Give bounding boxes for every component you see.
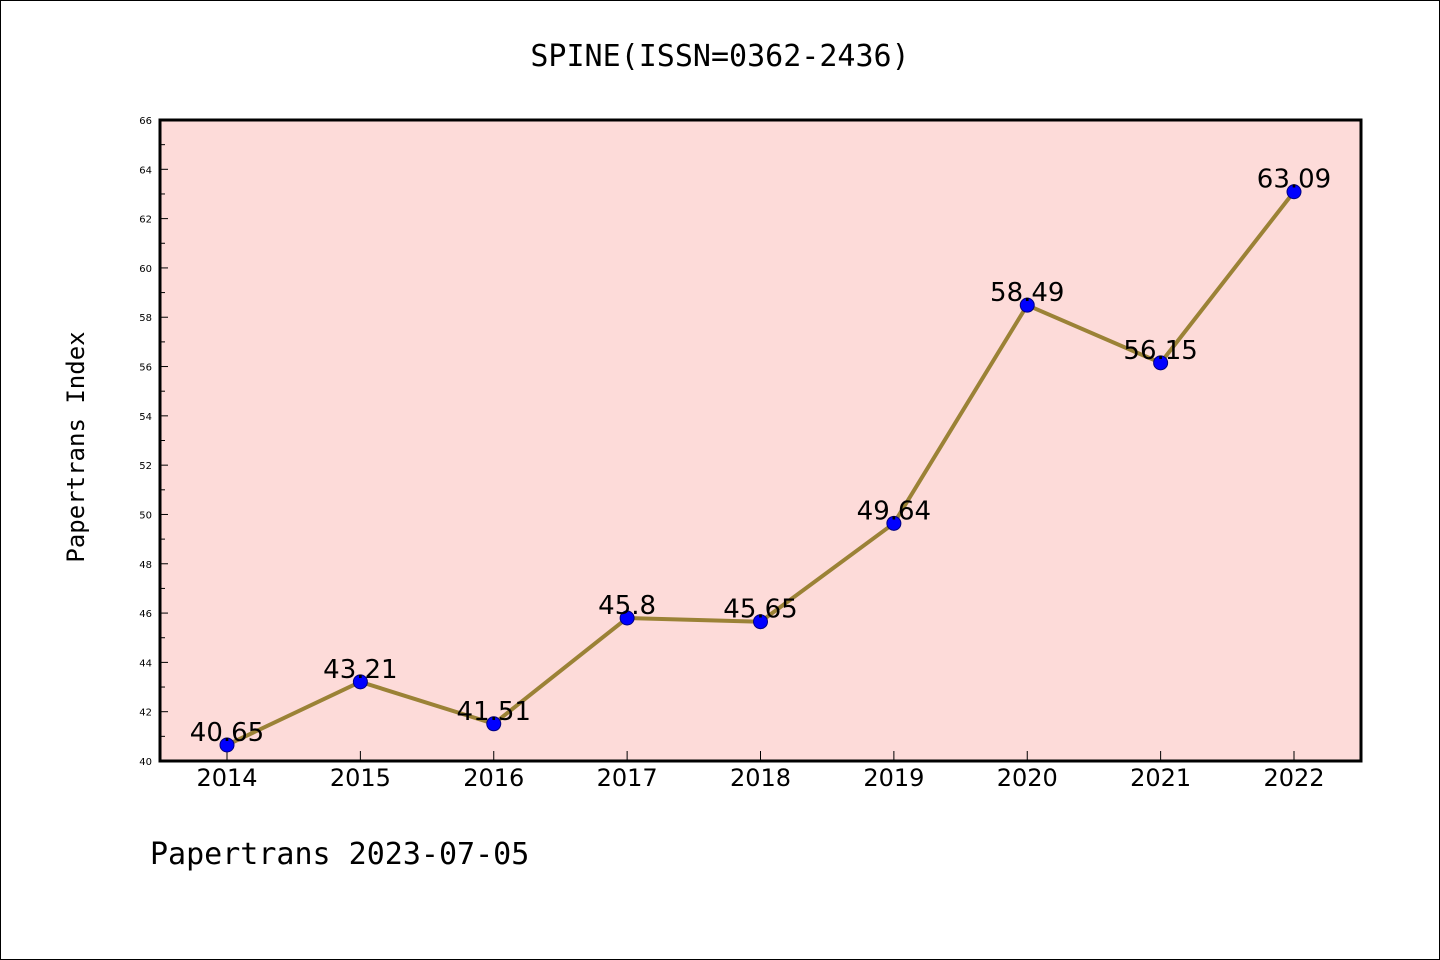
y-tick-label: 52 bbox=[139, 461, 152, 472]
data-label: 43.21 bbox=[323, 655, 397, 685]
y-tick-label: 62 bbox=[139, 215, 152, 226]
x-tick-label: 2019 bbox=[863, 764, 924, 792]
data-label: 41.51 bbox=[457, 697, 531, 727]
y-tick-label: 46 bbox=[139, 609, 152, 620]
data-point bbox=[1153, 355, 1169, 371]
data-label: 58.49 bbox=[990, 278, 1064, 308]
data-point bbox=[486, 716, 502, 732]
x-tick-label: 2014 bbox=[196, 764, 257, 792]
data-point bbox=[886, 515, 902, 531]
data-label: 45.65 bbox=[723, 595, 797, 625]
data-label: 63.09 bbox=[1257, 165, 1331, 195]
data-label: 49.64 bbox=[857, 496, 931, 526]
y-tick-label: 58 bbox=[139, 313, 152, 324]
data-point bbox=[619, 610, 635, 626]
plot-area bbox=[160, 120, 1361, 761]
y-tick-label: 44 bbox=[139, 658, 152, 669]
x-tick-label: 2016 bbox=[463, 764, 524, 792]
x-tick-label: 2020 bbox=[997, 764, 1058, 792]
y-tick-label: 66 bbox=[139, 116, 152, 127]
x-tick-label: 2015 bbox=[330, 764, 391, 792]
data-label: 56.15 bbox=[1123, 336, 1197, 366]
data-labels: 40.65 43.21 41.51 45.8 45.65 49.64 58.49 56.15 6… bbox=[190, 165, 1331, 748]
x-tick-label: 2018 bbox=[730, 764, 791, 792]
data-label: 45.8 bbox=[598, 591, 656, 621]
y-tick-label: 56 bbox=[139, 363, 152, 374]
y-tick-label: 54 bbox=[139, 412, 152, 423]
data-point bbox=[1286, 184, 1302, 200]
data-point bbox=[1019, 297, 1035, 313]
x-tick-label: 2021 bbox=[1130, 764, 1191, 792]
y-tick-label: 50 bbox=[139, 510, 152, 521]
y-tick-label: 40 bbox=[139, 757, 152, 768]
y-axis-label: Papertrans Index bbox=[62, 331, 90, 562]
data-label: 40.65 bbox=[190, 718, 264, 748]
y-tick-label: 42 bbox=[139, 708, 152, 719]
data-point bbox=[753, 614, 768, 630]
y-tick-label: 48 bbox=[139, 560, 152, 571]
data-point bbox=[219, 737, 235, 753]
footer-source-date: Papertrans 2023-07-05 bbox=[150, 837, 529, 872]
y-tick-label: 60 bbox=[139, 264, 152, 275]
x-axis: 2014 2015 2016 2017 2018 2019 2020 2021 2022 bbox=[196, 751, 1325, 792]
data-points bbox=[219, 184, 1302, 753]
plot-border bbox=[158, 118, 1363, 763]
chart-title: SPINE(ISSN=0362-2436) bbox=[530, 39, 909, 74]
y-tick-label: 64 bbox=[139, 165, 152, 176]
x-tick-label: 2017 bbox=[597, 764, 658, 792]
data-point bbox=[352, 674, 368, 690]
x-tick-label: 2022 bbox=[1263, 764, 1324, 792]
